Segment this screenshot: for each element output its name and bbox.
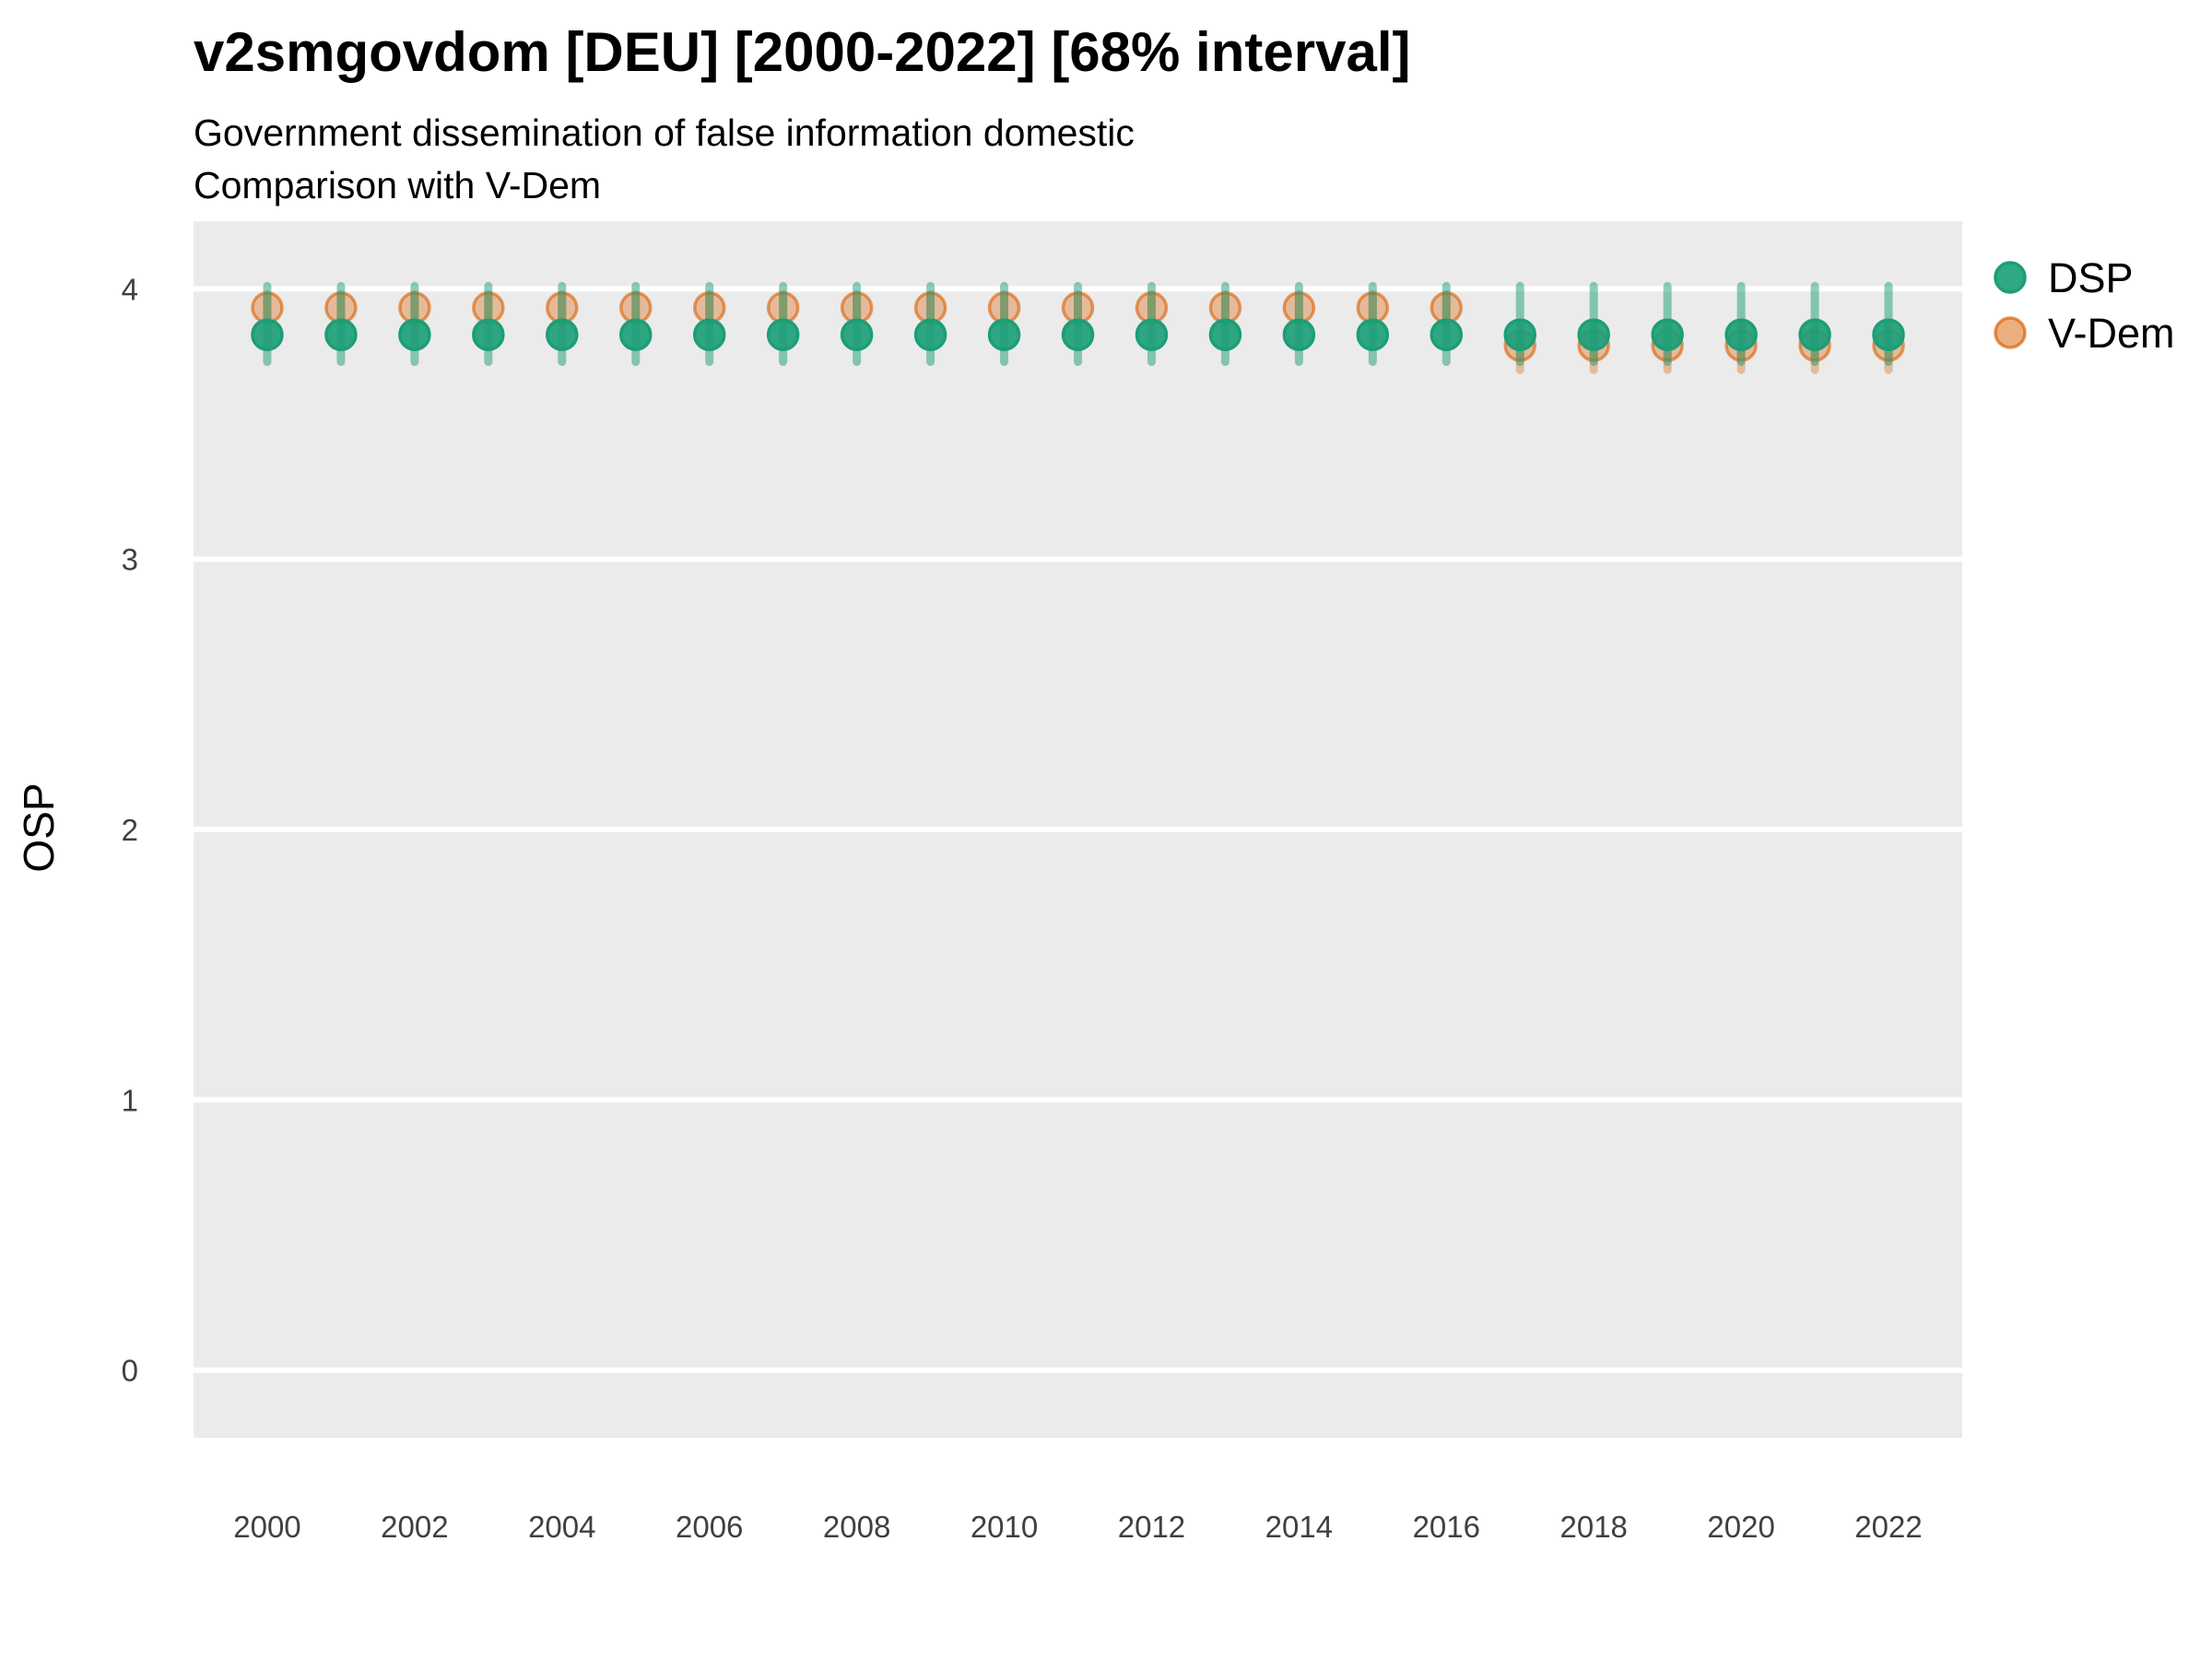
y-tick-label-4: 4 <box>122 272 138 306</box>
dsp-point <box>913 318 947 351</box>
x-tick-label-2004: 2004 <box>528 1510 595 1544</box>
y-tick-label-2: 2 <box>122 813 138 847</box>
x-tick-label-2006: 2006 <box>676 1510 743 1544</box>
x-tick-label-2018: 2018 <box>1559 1510 1627 1544</box>
chart-canvas: 0 1 2 3 4 2000 2002 2004 2006 2008 2010 2012 2014 201… <box>122 221 2175 1544</box>
x-tick-label-2008: 2008 <box>823 1510 890 1544</box>
legend-label-v-dem: V-Dem <box>2048 310 2175 357</box>
dsp-point <box>1061 318 1095 351</box>
dsp-point <box>1872 318 1905 351</box>
chart-subtitle: Government dissemination of false inform… <box>194 107 1135 212</box>
dsp-point <box>692 318 726 351</box>
x-tick-label-2022: 2022 <box>1854 1510 1922 1544</box>
dsp-point <box>1577 318 1610 351</box>
y-tick-label-0: 0 <box>122 1354 138 1388</box>
y-tick-label-1: 1 <box>122 1083 138 1117</box>
legend-dot-v-dem <box>1994 316 2027 349</box>
dsp-point <box>472 318 505 351</box>
legend-dot-dsp <box>1994 261 2027 294</box>
dsp-point <box>1135 318 1169 351</box>
x-tick-label-2016: 2016 <box>1413 1510 1480 1544</box>
dsp-point <box>987 318 1021 351</box>
y-tick-label-3: 3 <box>122 543 138 577</box>
x-tick-label-2002: 2002 <box>381 1510 448 1544</box>
dsp-point <box>619 318 653 351</box>
dsp-point <box>1282 318 1316 351</box>
x-tick-label-2020: 2020 <box>1707 1510 1774 1544</box>
x-tick-label-2000: 2000 <box>233 1510 300 1544</box>
dsp-point <box>840 318 874 351</box>
x-tick-label-2014: 2014 <box>1265 1510 1333 1544</box>
dsp-point <box>766 318 800 351</box>
dsp-point <box>251 318 284 351</box>
dsp-point <box>1430 318 1464 351</box>
x-tick-label-2012: 2012 <box>1118 1510 1185 1544</box>
chart-subtitle-line1: Government dissemination of false inform… <box>194 112 1135 154</box>
dsp-point <box>1208 318 1242 351</box>
dsp-point <box>546 318 579 351</box>
dsp-point <box>324 318 358 351</box>
dsp-point <box>1798 318 1831 351</box>
dsp-point <box>398 318 431 351</box>
dsp-point <box>1356 318 1390 351</box>
chart-title: v2smgovdom [DEU] [2000-2022] [68% interv… <box>194 21 1411 83</box>
y-axis-title: OSP <box>15 782 63 872</box>
legend-label-dsp: DSP <box>2048 254 2134 301</box>
dsp-point <box>1724 318 1758 351</box>
x-tick-label-2010: 2010 <box>971 1510 1038 1544</box>
chart-subtitle-line2: Comparison with V-Dem <box>194 164 602 206</box>
dsp-point <box>1651 318 1684 351</box>
dsp-point <box>1503 318 1536 351</box>
